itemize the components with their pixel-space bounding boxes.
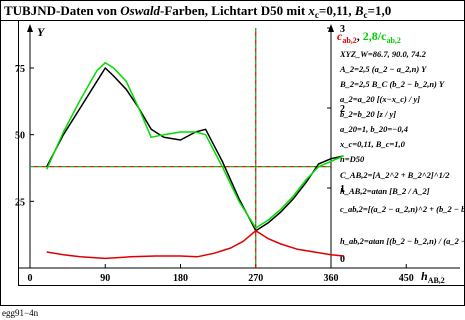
x-tick-label: 450 — [399, 273, 414, 284]
green-label: 2,8/c — [363, 29, 387, 43]
formula-1: A_2=2,5 (a_2 − a_2,n) Y — [339, 64, 427, 74]
title-bc-sub: c — [364, 10, 368, 20]
x-tick-label: 270 — [248, 273, 263, 284]
series-line-2 — [46, 229, 344, 260]
y-axis-ticks: 25 50 75 — [15, 64, 34, 208]
y-tick-label: 75 — [15, 64, 25, 75]
formula-block: XYZ_W=86.7, 90.0, 74.2 A_2=2,5 (a_2 − a_… — [339, 49, 465, 246]
right-tick-label: 0 — [340, 254, 345, 265]
right-tick-label: 2 — [340, 104, 345, 115]
formula-4: b_2=b_20 [z / y] — [340, 109, 396, 119]
title-bc-eq: =1,0 — [368, 3, 392, 18]
title-xc-eq: =0,11, — [319, 3, 355, 18]
y-tick-label: 25 — [15, 197, 25, 208]
formula-3: a_2=a_20 [(x−x_c) / y] — [340, 94, 420, 104]
formula-9: h_AB,2=atan [B_2 / A_2] — [340, 186, 430, 196]
right-c-sub: ab,2 — [342, 36, 356, 45]
title-mid: -Farben, Lichtart D50 mit — [160, 3, 308, 18]
series-line-1 — [46, 61, 344, 229]
left-axis-arrow — [27, 24, 33, 32]
formula-6: x_c=0,11, B_c=1,0 — [339, 139, 406, 149]
y-tick-label: 50 — [15, 131, 25, 142]
right-axis-label: cab,2, 2,8/cab,2 — [337, 29, 401, 45]
title-xc-sub: c — [315, 10, 319, 20]
y-axis-letter: Y — [37, 25, 46, 39]
x-axis-sub: AB,2 — [428, 276, 445, 285]
formula-5: a_20=1, b_20=−0,4 — [340, 124, 408, 134]
footer-code: egg91−4n — [2, 308, 39, 318]
right-c-letter: c — [337, 29, 343, 43]
formula-11: h_ab,2=atan [(b_2 − b_2,n) / (a_2 − a_2,… — [340, 236, 465, 246]
formula-0: XYZ_W=86.7, 90.0, 74.2 — [339, 49, 427, 59]
x-axis-label: hAB,2 — [421, 269, 445, 285]
title-prefix: TUBJND-Daten von — [4, 3, 120, 18]
data-series — [46, 61, 344, 260]
formula-8: C_AB,2=[A_2^2 + B_2^2]^1/2 — [340, 170, 450, 180]
right-tick-label: 1 — [340, 184, 345, 195]
green-label-sub: ab,2 — [386, 36, 400, 45]
outer-frame — [0, 0, 465, 306]
formula-2: B_2=2,5 B_C (b_2 − b_2,n) Y — [339, 79, 445, 89]
right-axis-ticks: 0 1 2 3 — [327, 24, 345, 269]
right-tick-label: 3 — [340, 24, 345, 35]
title-italic: Oswald — [120, 3, 160, 18]
chart-title: TUBJND-Daten von Oswald-Farben, Lichtart… — [4, 3, 391, 20]
title-xc: x — [307, 3, 315, 18]
x-axis-ticks: 0 90 180 270 360 450 — [28, 264, 414, 284]
x-tick-label: 0 — [28, 273, 33, 284]
title-bc: B — [354, 3, 364, 18]
x-tick-label: 180 — [173, 273, 188, 284]
x-tick-label: 90 — [100, 273, 110, 284]
x-axis-h: h — [421, 269, 428, 283]
x-tick-label: 360 — [324, 273, 339, 284]
right-c-sep: , — [357, 29, 363, 43]
formula-7: n=D50 — [340, 154, 365, 164]
formula-10: c_ab,2=[(a_2 − a_2,n)^2 + (b_2 − b_2,n)^… — [340, 204, 465, 214]
